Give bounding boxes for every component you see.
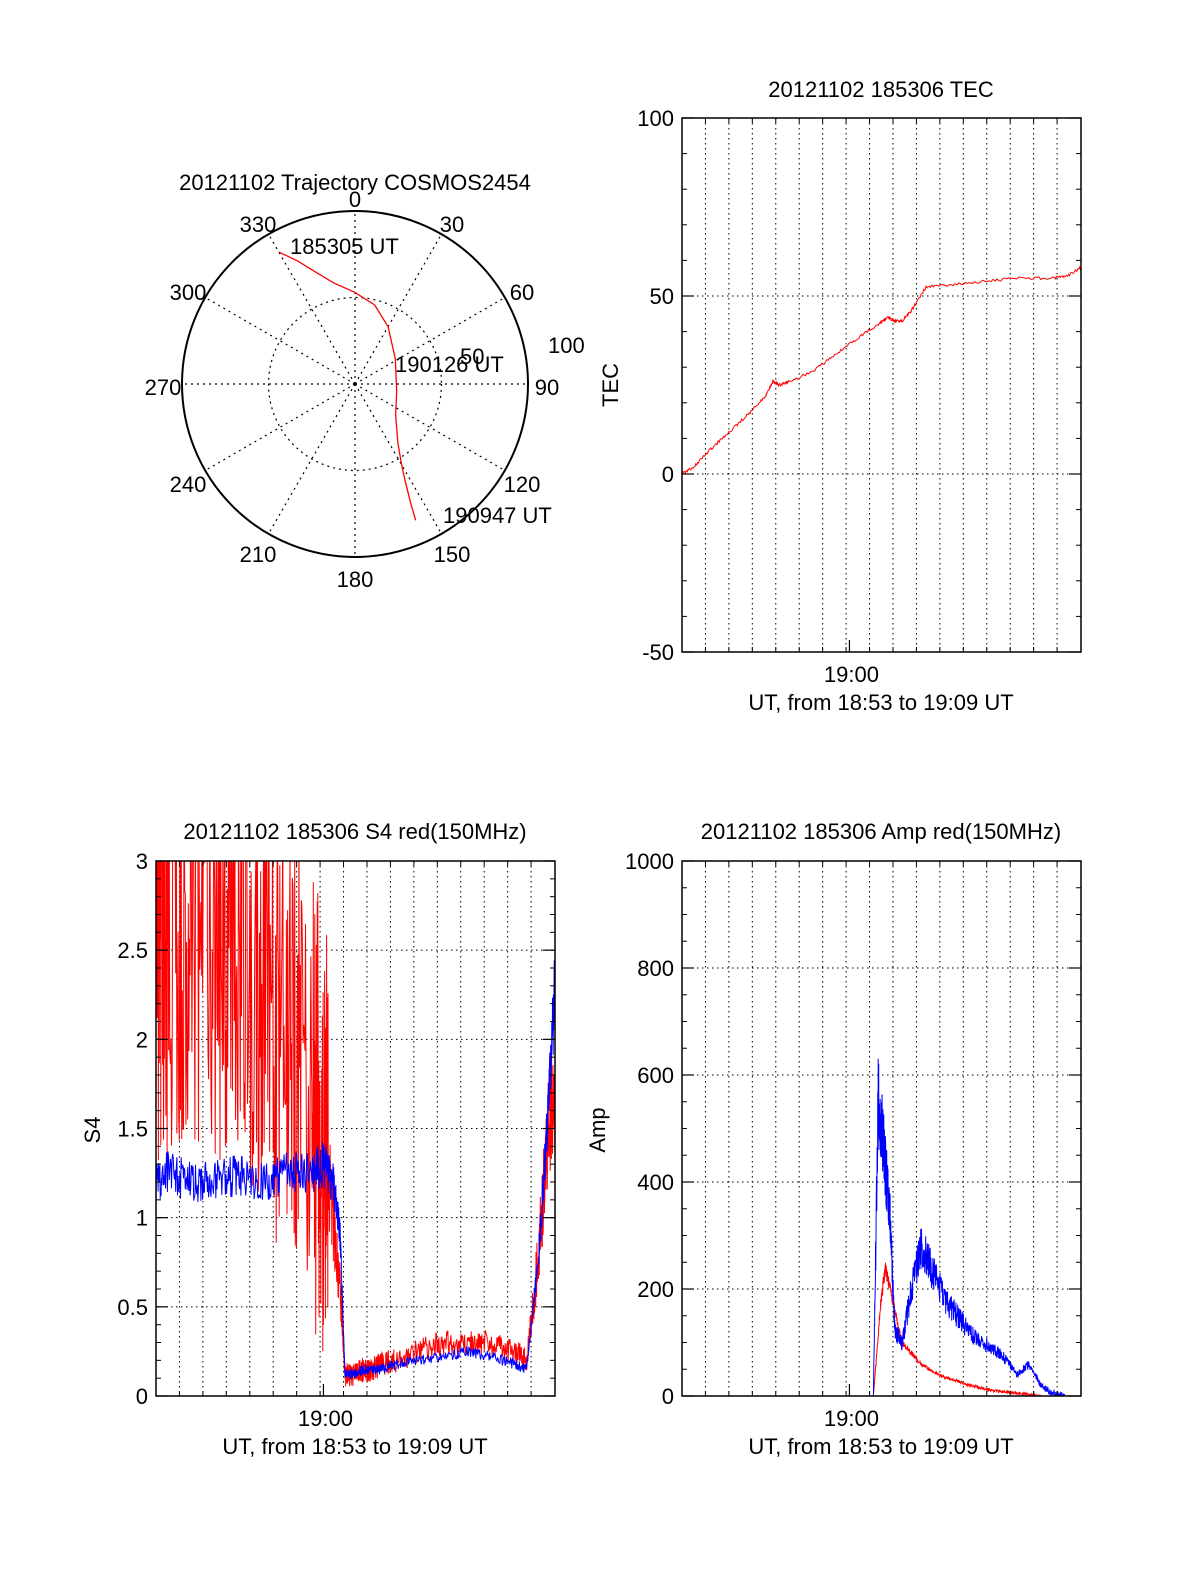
y-tick-label: 50 [650, 284, 674, 309]
polar-angle-label-30: 30 [440, 212, 464, 237]
axis-ticks [682, 860, 1081, 1397]
trajectory-panel: 20121102 Trajectory COSMOS2454 0 30 60 90 12… [145, 170, 585, 592]
y-tick-label: 200 [637, 1277, 674, 1302]
s4-panel: 20121102 185306 S4 red(150MHz) S4 UT, fr… [80, 819, 556, 1459]
amp-plot-area: 0 200 400 600 800 1000 19:00 [625, 849, 1082, 1431]
blue-series-line [682, 1058, 1081, 1396]
plot-frame [681, 117, 1082, 653]
polar-spoke-330 [267, 233, 356, 385]
y-tick-label: 1.5 [117, 1117, 148, 1142]
amp-xlabel: UT, from 18:53 to 19:09 UT [748, 1434, 1013, 1459]
polar-spoke-150 [354, 383, 443, 535]
polar-angle-label-120: 120 [504, 472, 541, 497]
trajectory-end-annotation: 190947 UT [443, 503, 552, 528]
y-tick-label: 2 [136, 1027, 148, 1052]
tec-panel: 20121102 185306 TEC TEC UT, from 18:53 t… [598, 77, 1082, 715]
radial-label-50: 50 [460, 344, 484, 369]
polar-spoke-30 [354, 233, 443, 385]
s4-xlabel: UT, from 18:53 to 19:09 UT [222, 1434, 487, 1459]
axis-ticks [156, 860, 555, 1397]
polar-spoke-240 [204, 383, 356, 472]
y-tick-label: 2.5 [117, 938, 148, 963]
y-tick-label: 100 [637, 106, 674, 131]
polar-spoke-210 [267, 383, 356, 535]
trajectory-line-0 [278, 251, 417, 521]
polar-grid [181, 210, 529, 558]
polar-spoke-60 [354, 296, 506, 385]
amp-panel: 20121102 185306 Amp red(150MHz) Amp UT, … [585, 819, 1082, 1459]
red-series-line [156, 861, 555, 1387]
y-tick-label: 800 [637, 956, 674, 981]
plot-grid [682, 861, 1081, 1396]
y-tick-label: 1 [136, 1206, 148, 1231]
y-tick-label: 3 [136, 849, 148, 874]
tec-plot-area: -50 0 50 100 19:00 [637, 106, 1082, 687]
x-tick-label: 19:00 [298, 1406, 353, 1431]
trajectory-start-annotation: 185305 UT [290, 234, 399, 259]
y-tick-label: -50 [642, 640, 674, 665]
polar-angle-label-210: 210 [240, 542, 277, 567]
trajectory-title: 20121102 Trajectory COSMOS2454 [179, 170, 531, 195]
y-tick-label: 0 [136, 1384, 148, 1409]
red-series-line [682, 1262, 1081, 1396]
polar-angle-label-240: 240 [170, 472, 207, 497]
polar-spoke-120 [354, 383, 506, 472]
axis-ticks [682, 117, 1081, 653]
polar-inner-circle [267, 296, 443, 472]
y-tick-label: 0.5 [117, 1295, 148, 1320]
polar-angle-label-90: 90 [535, 375, 559, 400]
plot-series [682, 265, 1081, 476]
amp-ylabel: Amp [585, 1107, 610, 1152]
polar-angle-label-330: 330 [240, 212, 277, 237]
plot-series [682, 1058, 1081, 1396]
polar-spoke-300 [204, 296, 356, 385]
polar-outer-circle [181, 210, 529, 558]
radial-label-100: 100 [548, 333, 585, 358]
polar-angle-label-60: 60 [510, 280, 534, 305]
tec-title: 20121102 185306 TEC [768, 77, 994, 102]
polar-angle-label-150: 150 [434, 542, 471, 567]
y-tick-label: 600 [637, 1063, 674, 1088]
polar-series [278, 251, 417, 521]
plot-series [156, 861, 555, 1387]
red-series-line [682, 265, 1081, 476]
polar-angle-label-180: 180 [337, 567, 374, 592]
plot-grid [682, 118, 1081, 652]
polar-angle-labels: 0 30 60 90 120 150 180 210 240 270 300 330 [145, 187, 560, 592]
y-tick-label: 0 [662, 1384, 674, 1409]
polar-angle-label-0: 0 [349, 187, 361, 212]
s4-title: 20121102 185306 S4 red(150MHz) [183, 819, 526, 844]
blue-series-line [156, 960, 555, 1380]
polar-angle-label-270: 270 [145, 375, 182, 400]
y-tick-label: 1000 [625, 849, 674, 874]
s4-ylabel: S4 [80, 1117, 105, 1144]
y-tick-label: 400 [637, 1170, 674, 1195]
amp-title: 20121102 185306 Amp red(150MHz) [701, 819, 1061, 844]
s4-plot-area: 0 0.5 1 1.5 2 2.5 3 19:00 [117, 849, 556, 1431]
y-tick-label: 0 [662, 462, 674, 487]
x-tick-label: 19:00 [824, 662, 879, 687]
polar-angle-label-300: 300 [170, 280, 207, 305]
x-tick-label: 19:00 [824, 1406, 879, 1431]
tec-xlabel: UT, from 18:53 to 19:09 UT [748, 690, 1013, 715]
tec-ylabel: TEC [598, 363, 623, 407]
trajectory-mid-annotation: 190126 UT [395, 352, 504, 377]
